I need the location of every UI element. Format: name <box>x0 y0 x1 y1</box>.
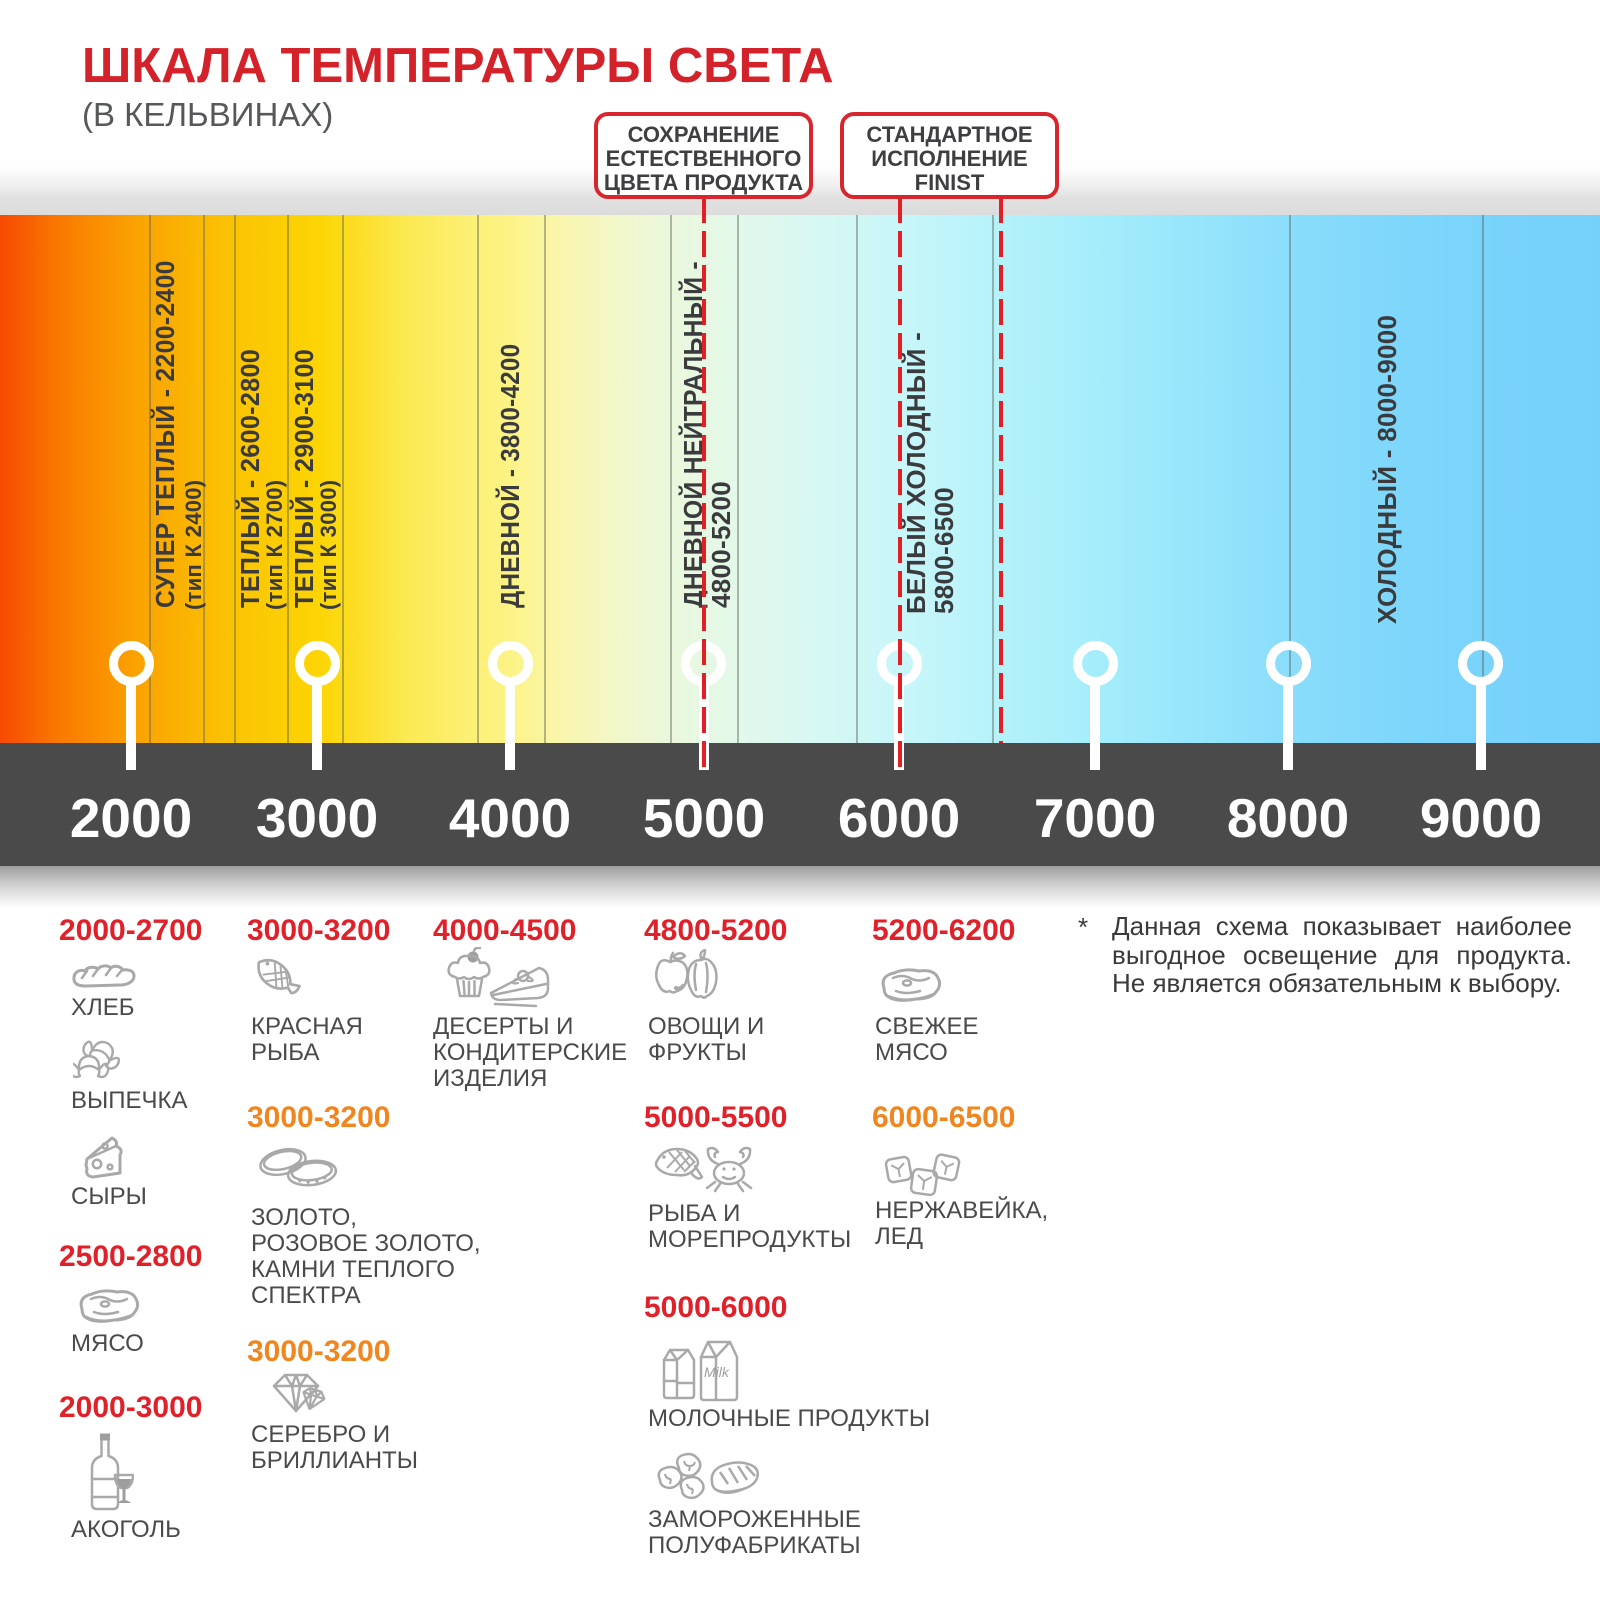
svg-text:Milk: Milk <box>704 1364 730 1380</box>
